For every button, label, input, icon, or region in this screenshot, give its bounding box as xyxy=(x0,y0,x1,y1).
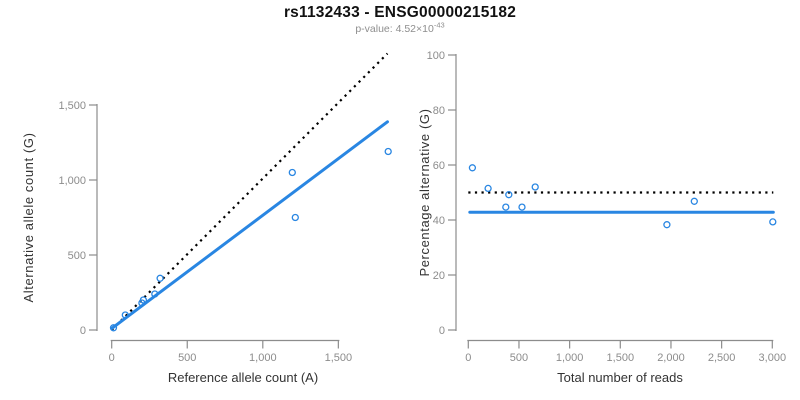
x-axis-title: Total number of reads xyxy=(557,370,683,385)
identity-line xyxy=(110,52,389,331)
data-point xyxy=(121,311,129,319)
y-tick-label: 1,000 xyxy=(58,175,86,187)
x-tick-label: 1,000 xyxy=(556,352,584,364)
data-point xyxy=(156,274,164,282)
x-tick-label: 2,000 xyxy=(657,352,685,364)
figure-title: rs1132433 - ENSG00000215182 xyxy=(283,4,517,21)
x-tick-label: 1,000 xyxy=(249,352,277,364)
data-point xyxy=(151,290,159,298)
data-point xyxy=(288,168,296,177)
plot-allele-counts: 0 500 1,000 1,500 0 500 1,000 1,500 Reference al… xyxy=(21,52,392,385)
data-point xyxy=(468,164,477,172)
y-tick-label: 80 xyxy=(433,105,445,117)
plot-percentage-alternative: 0 500 1,000 1,500 2,000 2,500 3,000 0 20 40 60 80 10… xyxy=(417,50,786,385)
data-point xyxy=(384,147,392,156)
y-tick-label: 40 xyxy=(433,215,445,227)
pvalue-text: p-value: 4.52×10 xyxy=(355,23,434,35)
y-axis-title: Percentage alternative (G) xyxy=(417,108,432,276)
data-point xyxy=(505,191,513,199)
x-tick-label: 1,500 xyxy=(607,352,635,364)
data-point xyxy=(109,324,118,332)
data-point xyxy=(690,197,698,205)
figure-subtitle: p-value: 4.52×10-43 xyxy=(0,20,800,35)
data-point xyxy=(769,218,777,226)
data-point xyxy=(291,213,299,222)
data-point xyxy=(502,203,510,211)
data-point xyxy=(663,221,671,229)
x-tick-label: 500 xyxy=(510,352,528,364)
pvalue-exponent: -43 xyxy=(433,20,445,30)
x-tick-label: 500 xyxy=(178,352,196,364)
y-tick-label: 1,500 xyxy=(58,100,86,112)
x-tick-label: 3,000 xyxy=(759,352,787,364)
y-tick-label: 0 xyxy=(439,325,445,337)
y-tick-label: 500 xyxy=(68,250,86,262)
y-tick-label: 0 xyxy=(80,325,86,337)
x-tick-label: 0 xyxy=(465,352,471,364)
data-point xyxy=(484,184,492,193)
x-tick-label: 1,500 xyxy=(325,352,353,364)
fit-line xyxy=(110,120,389,330)
y-tick-label: 100 xyxy=(427,50,445,62)
y-tick-label: 60 xyxy=(433,160,445,172)
x-tick-label: 0 xyxy=(109,352,115,364)
data-point xyxy=(518,203,526,211)
x-axis-title: Reference allele count (A) xyxy=(168,370,318,385)
data-point xyxy=(531,183,539,191)
y-axis-title: Alternative allele count (G) xyxy=(21,133,36,303)
y-tick-label: 20 xyxy=(433,270,445,282)
x-tick-label: 2,500 xyxy=(708,352,736,364)
data-point xyxy=(139,296,148,304)
